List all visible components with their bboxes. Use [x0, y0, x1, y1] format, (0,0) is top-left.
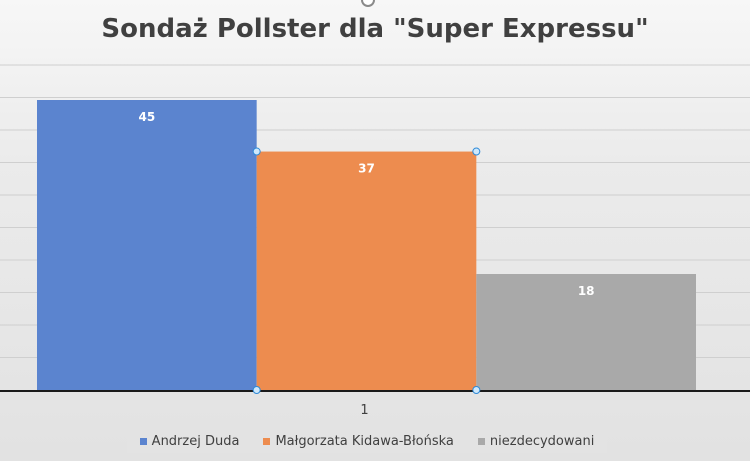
bar[interactable]	[37, 100, 257, 390]
bar[interactable]	[476, 274, 696, 390]
rotate-handle[interactable]	[361, 0, 375, 7]
selection-handle[interactable]	[472, 147, 481, 156]
x-tick-label: 1	[360, 403, 368, 418]
data-label: 45	[138, 110, 155, 124]
legend-label: niezdecydowani	[489, 433, 595, 449]
legend-item-niezdecydowani[interactable]: niezdecydowani	[477, 433, 595, 449]
selection-handles	[252, 147, 481, 394]
legend-label: Andrzej Duda	[151, 433, 240, 449]
data-labels: 45 37 18	[138, 110, 594, 298]
legend-swatch	[263, 437, 271, 445]
selection-handle[interactable]	[472, 386, 481, 394]
bar[interactable]	[256, 151, 477, 390]
legend: Andrzej Duda Małgorzata Kidawa-Błońska n…	[127, 429, 607, 453]
data-label: 37	[358, 162, 375, 176]
legend-item-andrzej-duda[interactable]: Andrzej Duda	[139, 433, 240, 449]
selection-handle[interactable]	[252, 386, 261, 394]
bars	[37, 100, 696, 390]
legend-swatch	[139, 437, 147, 445]
legend-item-malgorzata-kidawa-blonska[interactable]: Małgorzata Kidawa-Błońska	[263, 433, 454, 449]
legend-swatch	[477, 437, 485, 445]
selection-handle[interactable]	[252, 147, 261, 156]
legend-label: Małgorzata Kidawa-Błońska	[275, 433, 454, 449]
chart-title: Sondaż Pollster dla "Super Expressu"	[101, 14, 649, 44]
data-label: 18	[578, 284, 595, 298]
